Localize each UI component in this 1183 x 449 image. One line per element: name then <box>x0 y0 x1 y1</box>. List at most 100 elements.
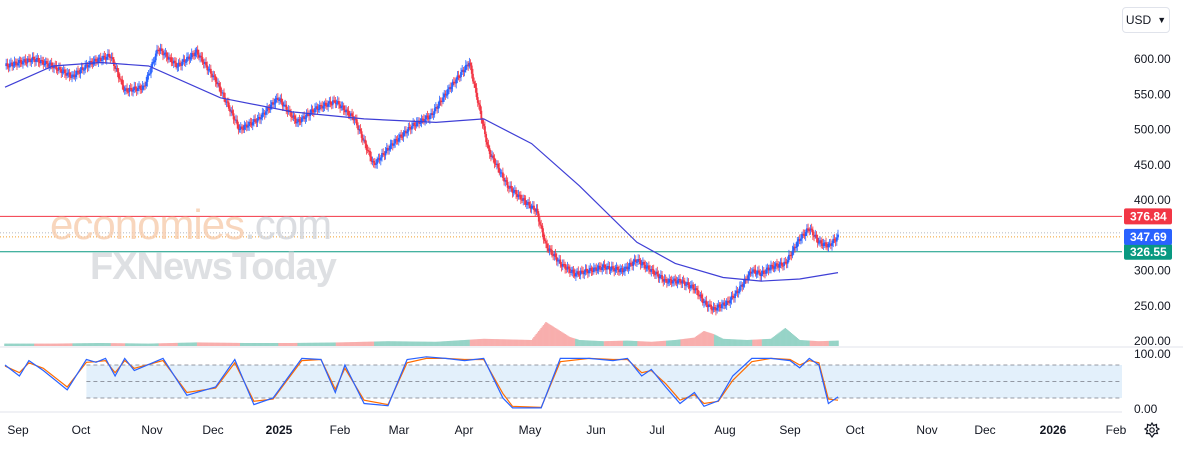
volume-bar <box>281 343 284 346</box>
candle-body <box>184 61 187 63</box>
volume-bar <box>68 343 71 346</box>
volume-bar <box>541 326 544 346</box>
candle-body <box>134 86 137 89</box>
volume-bar <box>523 339 526 346</box>
candle-body <box>552 255 555 257</box>
volume-bar <box>499 339 502 346</box>
candle-body <box>36 58 39 60</box>
candle-body <box>304 117 307 120</box>
volume-bar <box>758 339 760 346</box>
volume-bar <box>680 339 683 346</box>
volume-bar <box>219 342 222 346</box>
volume-bar <box>559 331 562 346</box>
volume-bar <box>565 334 568 346</box>
candle-body <box>798 239 801 241</box>
volume-bar <box>837 340 839 346</box>
candle-body <box>456 75 459 80</box>
candle-body <box>373 162 376 165</box>
candle-body <box>140 88 143 90</box>
volume-bar <box>265 343 267 346</box>
candle-body <box>730 295 733 301</box>
volume-bar <box>324 342 327 346</box>
candle-body <box>767 267 770 271</box>
volume-bar <box>458 340 461 346</box>
volume-bar <box>777 333 779 346</box>
candle-body <box>215 81 218 85</box>
candle-body <box>95 58 97 62</box>
volume-bar <box>385 341 388 346</box>
candle-body <box>658 276 661 279</box>
volume-bar <box>26 343 29 346</box>
time-tick-label: Dec <box>202 423 223 437</box>
time-tick-label: Oct <box>846 423 865 437</box>
candle-body <box>470 65 473 74</box>
volume-bar <box>687 338 690 346</box>
volume-bar <box>654 341 656 346</box>
volume-bar <box>40 343 42 346</box>
candle-body <box>38 61 41 64</box>
candle-body <box>603 264 606 268</box>
volume-bar <box>391 341 394 346</box>
volume-bar <box>701 331 704 346</box>
candle-body <box>481 119 484 124</box>
candle-body <box>476 97 479 103</box>
volume-bar <box>735 339 738 346</box>
volume-bar <box>454 340 456 346</box>
volume-bar <box>375 341 377 346</box>
volume-bar <box>773 336 776 346</box>
volume-bar <box>362 341 364 346</box>
candle-body <box>626 266 629 270</box>
candle-body <box>135 88 138 91</box>
volume-bar <box>116 343 119 346</box>
volume-bar <box>563 333 565 346</box>
volume-bar <box>640 341 643 346</box>
candle-body <box>375 163 377 165</box>
candle-body <box>322 106 325 109</box>
candle-body <box>235 119 237 121</box>
candle-body <box>442 97 444 103</box>
candle-body <box>113 59 115 66</box>
price-tick-label: 300.00 <box>1134 264 1171 278</box>
gear-icon[interactable] <box>1143 421 1161 439</box>
candle-body <box>298 119 301 122</box>
volume-bar <box>50 343 53 346</box>
candle-body <box>395 139 398 141</box>
candle-body <box>148 73 151 75</box>
candle-body <box>211 73 213 78</box>
candle-body <box>37 58 40 62</box>
candle-body <box>679 278 681 283</box>
volume-bar <box>395 341 398 346</box>
volume-bar <box>770 338 772 346</box>
volume-bar <box>803 340 806 346</box>
candle-body <box>311 109 314 112</box>
volume-bar <box>587 340 589 346</box>
candle-body <box>618 270 620 273</box>
volume-bar <box>571 337 574 346</box>
volume-bar <box>105 343 108 346</box>
candle-body <box>671 281 674 284</box>
volume-bar <box>615 340 618 346</box>
candle-body <box>99 57 102 61</box>
volume-bar <box>619 340 621 346</box>
candle-body <box>718 304 721 307</box>
volume-bar <box>636 341 638 346</box>
candle-body <box>716 307 719 311</box>
volume-bar <box>628 340 631 346</box>
volume-bar <box>286 343 289 346</box>
candle-body <box>755 273 758 275</box>
volume-bar <box>788 331 790 346</box>
volume-bar <box>790 333 793 346</box>
volume-bar <box>14 343 17 346</box>
currency-selector[interactable]: USD ▼ <box>1122 7 1170 33</box>
candle-body <box>747 275 750 281</box>
candle-body <box>790 255 793 257</box>
candle-body <box>637 259 640 262</box>
volume-bar <box>93 343 96 346</box>
volume-bar <box>255 343 258 346</box>
volume-bar <box>466 339 468 346</box>
price-axis: 600.00 550.00 500.00 450.00 400.00 300.00 250.… <box>1134 52 1171 348</box>
volume-bar <box>263 343 266 346</box>
candle-body <box>248 121 251 127</box>
candle-body <box>285 104 288 110</box>
